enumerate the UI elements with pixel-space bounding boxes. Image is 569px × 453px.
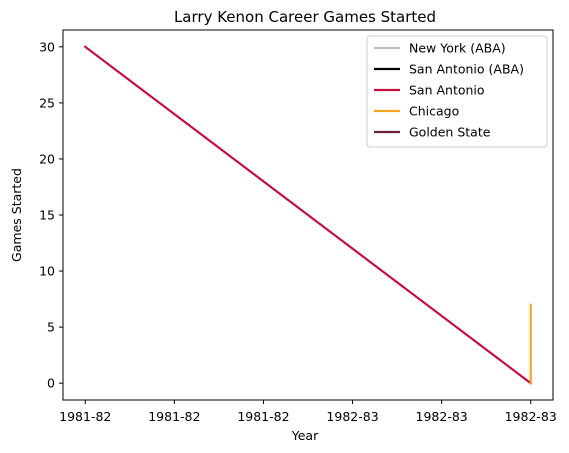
x-axis: 1981-82 1981-82 1981-82 1982-83 1982-83 1982-…	[59, 400, 557, 424]
y-tick-label: 0	[47, 376, 55, 391]
x-axis-label: Year	[291, 428, 319, 443]
y-tick-label: 10	[39, 264, 55, 279]
legend-label: Chicago	[409, 104, 459, 119]
legend-label: New York (ABA)	[409, 41, 506, 56]
y-tick-label: 25	[39, 95, 55, 110]
chart-title: Larry Kenon Career Games Started	[174, 8, 436, 26]
x-tick-label: 1982-83	[326, 409, 378, 424]
series-layer	[83, 45, 533, 385]
x-tick-label: 1981-82	[59, 409, 111, 424]
x-tick-label: 1981-82	[148, 409, 200, 424]
y-tick-label: 20	[39, 151, 55, 166]
legend-label: San Antonio (ABA)	[409, 62, 524, 77]
legend: New York (ABA) San Antonio (ABA) San Anton…	[366, 35, 548, 148]
y-tick-label: 30	[39, 39, 55, 54]
legend-label: San Antonio	[409, 83, 485, 98]
x-tick-label: 1981-82	[237, 409, 289, 424]
x-tick-label: 1982-83	[416, 409, 468, 424]
legend-label: Golden State	[409, 125, 491, 140]
y-tick-label: 15	[39, 208, 55, 223]
y-axis: 0 5 10 15 20 25 30	[39, 39, 63, 391]
x-tick-label: 1982-83	[505, 409, 557, 424]
y-axis-label: Games Started	[9, 168, 24, 262]
series-line-san-antonio	[83, 45, 533, 385]
y-tick-label: 5	[47, 320, 55, 335]
legend-frame	[366, 35, 548, 148]
